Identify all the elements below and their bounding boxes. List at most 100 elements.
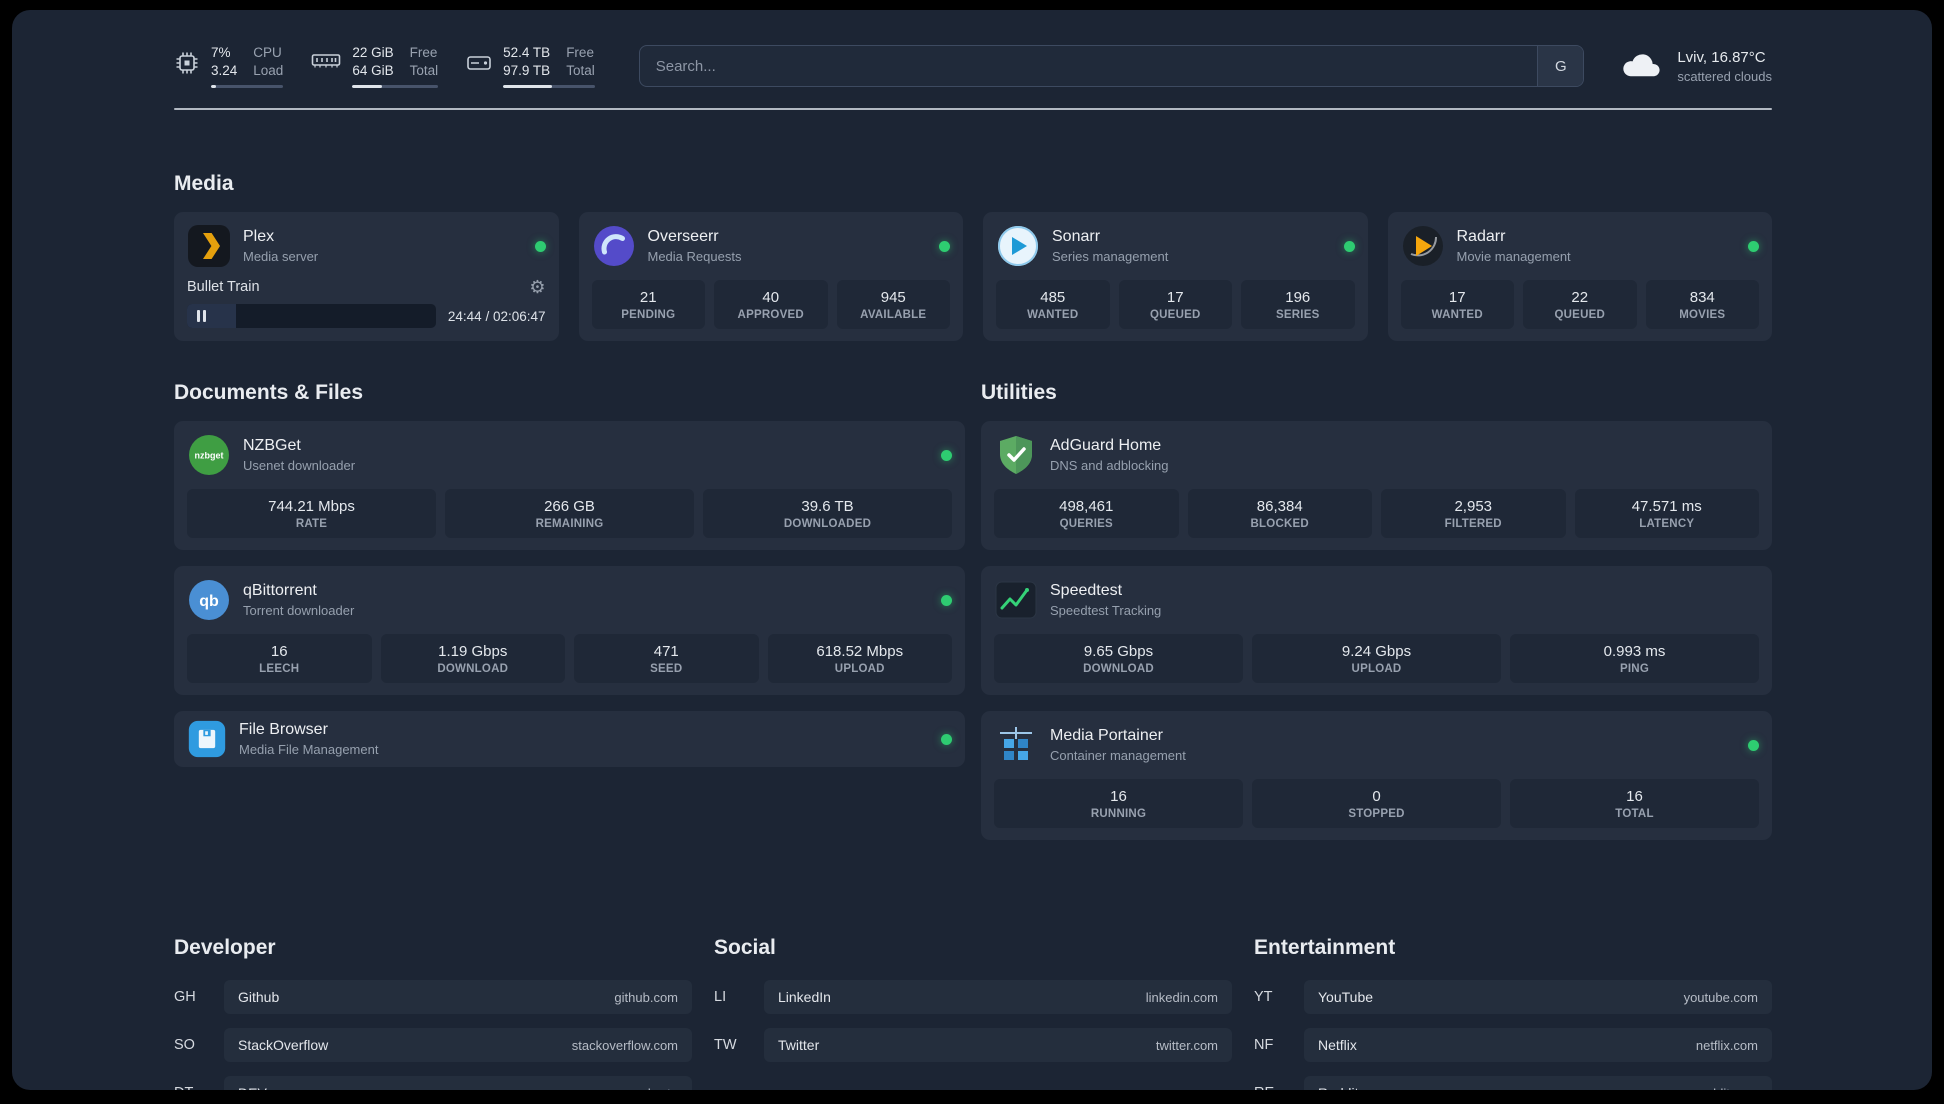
service-card-qbittorrent[interactable]: qb qBittorrent Torrent downloader 16 LEE… [174, 566, 965, 696]
weather-condition: scattered clouds [1677, 68, 1772, 84]
service-subtitle: Container management [1050, 748, 1186, 764]
gear-icon[interactable]: ⚙ [529, 277, 546, 298]
stat-upload: 9.24 Gbps UPLOAD [1252, 634, 1501, 684]
section-documents: Documents & Files nzbget NZBGet Usenet d… [174, 381, 965, 783]
stat-leech: 16 LEECH [187, 634, 372, 684]
bookmark-link-twitter[interactable]: Twitter twitter.com [764, 1028, 1232, 1063]
service-card-radarr[interactable]: Radarr Movie management 17 WANTED 22 QUE… [1387, 212, 1772, 342]
plex-now-playing: Bullet Train ⚙ 24:44 / 02:06:47 [187, 277, 546, 329]
cloud-icon [1618, 48, 1664, 85]
stat-download: 9.65 Gbps DOWNLOAD [994, 634, 1243, 684]
memory-widget: 22 GiB 64 GiB Free Total [311, 44, 439, 89]
stat-pending: 21 PENDING [591, 280, 705, 330]
bookmark-abbr: SO [174, 1037, 195, 1054]
section-title-media: Media [174, 172, 234, 196]
plex-icon [187, 224, 231, 268]
service-subtitle: Torrent downloader [243, 603, 355, 619]
bookmark-link-dev[interactable]: DEV dev.to [224, 1076, 692, 1090]
section-title-developer: Developer [174, 936, 276, 960]
bookmark-abbr: TW [714, 1037, 737, 1054]
memory-free-label: Free [409, 45, 438, 60]
stat-stopped: 0 STOPPED [1252, 779, 1501, 829]
service-card-filebrowser[interactable]: File Browser Media File Management [174, 711, 965, 768]
pause-icon[interactable] [197, 310, 206, 323]
service-card-overseerr[interactable]: Overseerr Media Requests 21 PENDING 40 A… [578, 212, 963, 342]
service-name: File Browser [239, 721, 328, 739]
stat-approved: 40 APPROVED [714, 280, 828, 330]
cpu-load-value: 3.24 [211, 63, 238, 79]
bookmark-youtube: YT YouTube youtube.com [1254, 980, 1772, 1015]
memory-progress-fill [352, 85, 383, 89]
memory-icon [311, 50, 341, 77]
service-name: Overseerr [647, 228, 719, 246]
service-card-sonarr[interactable]: Sonarr Series management 485 WANTED 17 Q… [983, 212, 1368, 342]
service-name: Plex [243, 228, 275, 246]
bookmark-abbr: RE [1254, 1085, 1304, 1090]
status-dot [534, 240, 546, 252]
service-card-adguard[interactable]: AdGuard Home DNS and adblocking 498,461 … [981, 421, 1772, 551]
service-card-speedtest[interactable]: Speedtest Speedtest Tracking 9.65 Gbps D… [981, 566, 1772, 696]
section-title-documents: Documents & Files [174, 381, 364, 405]
service-name: Sonarr [1052, 228, 1101, 246]
stat-blocked: 86,384 BLOCKED [1187, 489, 1372, 539]
cpu-percent: 7% [211, 45, 231, 60]
cpu-progress-fill [211, 85, 217, 89]
bookmark-link-youtube[interactable]: YouTube youtube.com [1304, 980, 1772, 1015]
stat-wanted: 17 WANTED [1400, 280, 1514, 330]
service-subtitle: Media Requests [647, 249, 742, 265]
bookmark-abbr: LI [714, 989, 727, 1006]
playback-time: 24:44 / 02:06:47 [447, 308, 546, 324]
bookmark-abbr: YT [1254, 989, 1273, 1006]
bookmark-dev: DT DEV dev.to [174, 1076, 692, 1090]
stat-movies: 834 MOVIES [1645, 280, 1759, 330]
stat-series: 196 SERIES [1241, 280, 1355, 330]
bookmark-github: GH Github github.com [174, 980, 692, 1015]
section-media: Media Plex Media server Bullet Train [174, 172, 1772, 342]
stat-ping: 0.993 ms PING [1510, 634, 1759, 684]
bookmark-link-reddit[interactable]: Reddit reddit.com [1304, 1076, 1772, 1090]
service-card-portainer[interactable]: Media Portainer Container management 16 … [981, 711, 1772, 841]
disk-progress-fill [503, 85, 552, 89]
status-dot [1748, 739, 1759, 751]
disk-icon [466, 50, 492, 81]
radarr-icon [1401, 224, 1445, 268]
bookmark-linkedin: LI LinkedIn linkedin.com [714, 980, 1232, 1015]
bookmark-reddit: RE Reddit reddit.com [1254, 1076, 1772, 1090]
memory-total-label: Total [409, 63, 439, 79]
service-card-plex[interactable]: Plex Media server Bullet Train ⚙ [174, 212, 559, 342]
bookmark-link-stackoverflow[interactable]: StackOverflow stackoverflow.com [224, 1028, 692, 1063]
status-dot [941, 594, 952, 606]
dashboard-frame: 7% 3.24 CPU Load [12, 10, 1932, 1090]
stat-total: 16 TOTAL [1510, 779, 1759, 829]
nzbget-icon: nzbget [187, 433, 231, 477]
search-provider-button[interactable]: G [1537, 46, 1584, 87]
stat-upload: 618.52 Mbps UPLOAD [767, 634, 952, 684]
bookmark-abbr: NF [1254, 1037, 1274, 1054]
svg-text:qb: qb [199, 593, 219, 610]
service-subtitle: Movie management [1456, 249, 1571, 265]
service-subtitle: Speedtest Tracking [1050, 603, 1162, 619]
adguard-icon [994, 433, 1038, 477]
section-utilities: Utilities AdGuard Home DNS and adblockin… [981, 381, 1772, 856]
section-title-entertainment: Entertainment [1254, 936, 1396, 960]
status-dot [1748, 240, 1759, 252]
bookmark-link-netflix[interactable]: Netflix netflix.com [1304, 1028, 1772, 1063]
disk-free-label: Free [566, 45, 594, 60]
disk-total-label: Total [566, 63, 595, 79]
playback-progress-fill [187, 304, 236, 329]
topbar-divider [174, 108, 1772, 111]
bookmark-link-github[interactable]: Github github.com [224, 980, 692, 1015]
playback-progress-bar[interactable] [187, 304, 436, 329]
weather-widget: Lviv, 16.87°C scattered clouds [1618, 48, 1772, 85]
service-card-nzbget[interactable]: nzbget NZBGet Usenet downloader 744.21 M… [174, 421, 965, 551]
service-name: NZBGet [243, 437, 301, 455]
stat-latency: 47.571 ms LATENCY [1574, 489, 1759, 539]
stat-queued: 17 QUEUED [1118, 280, 1232, 330]
service-subtitle: DNS and adblocking [1050, 458, 1169, 474]
stat-remaining: 266 GB REMAINING [445, 489, 694, 539]
status-dot [941, 449, 952, 461]
bookmark-link-linkedin[interactable]: LinkedIn linkedin.com [764, 980, 1232, 1015]
search-input[interactable] [639, 46, 1538, 87]
now-playing-title: Bullet Train [187, 279, 260, 296]
status-dot [939, 240, 950, 252]
